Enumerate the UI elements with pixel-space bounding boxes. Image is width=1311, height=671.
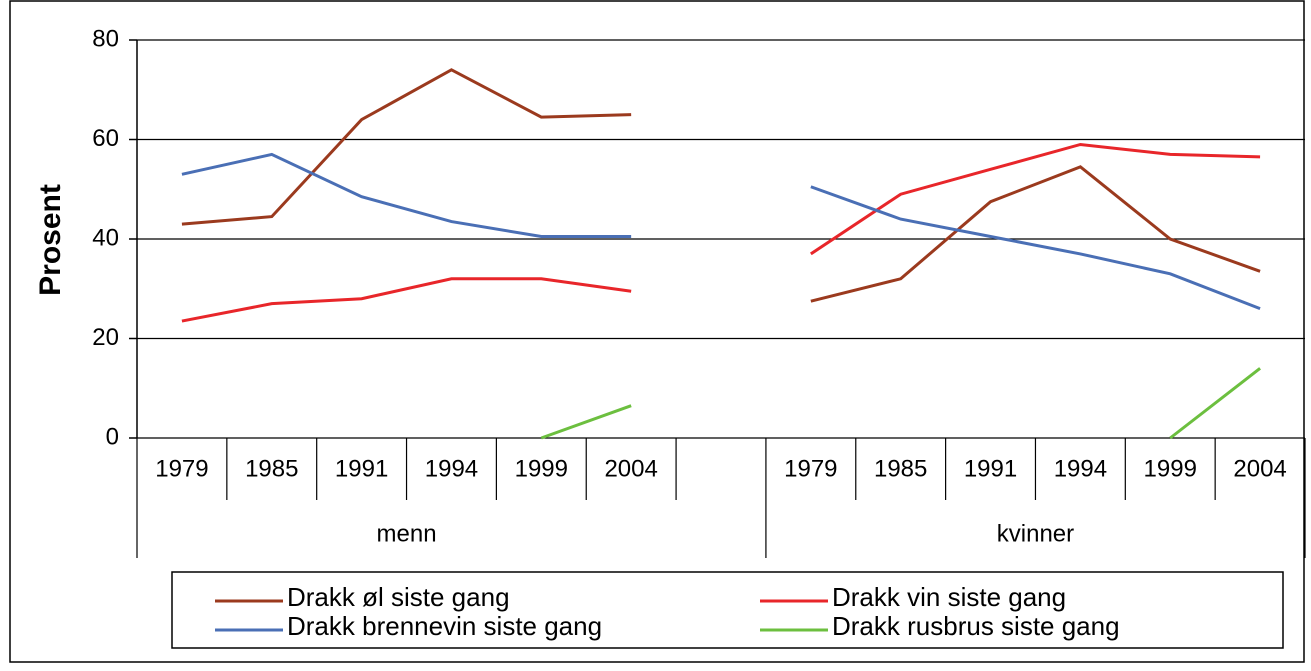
data-line: [181, 68, 1261, 303]
y-tick-label: 80: [92, 25, 119, 52]
x-tick-label: 2004: [604, 455, 657, 482]
group-label: menn: [377, 520, 437, 547]
y-tick-label: 20: [92, 324, 119, 351]
x-tick-label: 1985: [245, 455, 298, 482]
legend-label: Drakk vin siste gang: [832, 582, 1066, 612]
x-tick-label: 1999: [1144, 455, 1197, 482]
y-tick-label: 60: [92, 125, 119, 152]
data-line: [181, 152, 1261, 311]
x-tick-label: 1991: [335, 455, 388, 482]
x-tick-label: 1991: [964, 455, 1017, 482]
x-tick-label: 1979: [784, 455, 837, 482]
legend-label: Drakk brennevin siste gang: [287, 611, 602, 641]
legend-box: [171, 571, 1284, 649]
x-tick-label: 1999: [515, 455, 568, 482]
data-line: [181, 142, 1261, 323]
y-tick-label: 0: [106, 423, 119, 450]
data-line: [540, 367, 1261, 440]
x-tick-label: 1994: [1054, 455, 1107, 482]
x-tick-label: 1979: [155, 455, 208, 482]
x-tick-label: 1994: [425, 455, 478, 482]
x-tick-label: 2004: [1233, 455, 1286, 482]
y-tick-label: 40: [92, 224, 119, 251]
group-label: kvinner: [997, 520, 1074, 547]
x-tick-label: 1985: [874, 455, 927, 482]
chart-border: [9, 0, 1305, 663]
legend-label: Drakk rusbrus siste gang: [832, 611, 1120, 641]
y-axis-label: Prosent: [34, 184, 67, 296]
legend-label: Drakk øl siste gang: [287, 582, 510, 612]
